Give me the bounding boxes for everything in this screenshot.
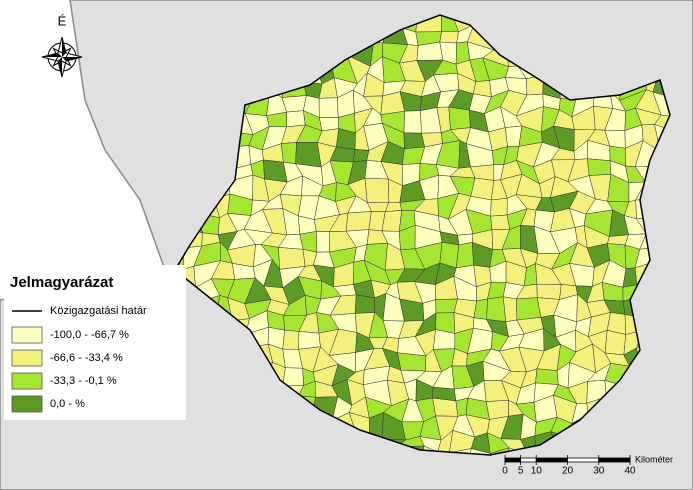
scale-unit: Kilométer <box>635 454 673 464</box>
scale-bar: 0 5 10 20 30 40 Kilométer <box>502 454 673 476</box>
legend-swatch <box>11 326 43 344</box>
municipality <box>490 214 511 230</box>
legend-swatch <box>11 372 43 390</box>
compass <box>41 36 83 78</box>
municipality <box>604 329 627 356</box>
scale-segment <box>598 457 631 463</box>
scale-segment <box>504 457 522 463</box>
scale-segment <box>535 457 568 463</box>
scale-label: 20 <box>562 466 574 477</box>
scale-label: 30 <box>593 466 605 477</box>
municipality <box>587 158 612 176</box>
scale-segment <box>520 457 537 463</box>
municipality <box>516 297 542 321</box>
municipality <box>416 41 444 61</box>
municipality <box>403 132 425 150</box>
municipality <box>381 210 402 232</box>
scale-label: 10 <box>531 466 543 477</box>
municipality <box>403 110 422 134</box>
scale-label: 0 <box>502 466 508 477</box>
legend-label: 0,0 - % <box>50 398 85 410</box>
municipality <box>286 110 306 128</box>
municipality <box>536 283 562 300</box>
legend-label: -100,0 - -66,7 % <box>50 329 129 341</box>
municipality <box>502 296 518 322</box>
municipality <box>278 247 306 270</box>
north-label: É <box>58 13 67 28</box>
boundary-label: Közigazgatási határ <box>50 305 147 317</box>
municipality <box>439 31 459 44</box>
municipality <box>281 95 307 113</box>
municipality <box>318 97 339 118</box>
municipality <box>432 397 459 417</box>
municipality <box>397 352 427 372</box>
scale-label: 5 <box>518 466 524 477</box>
municipality <box>490 198 508 217</box>
municipality <box>298 331 321 350</box>
municipality <box>364 177 390 203</box>
municipality <box>316 231 330 253</box>
municipality <box>455 242 474 269</box>
scale-segment <box>567 457 600 463</box>
legend-title: Jelmagyarázat <box>10 274 113 291</box>
municipality <box>455 397 468 417</box>
legend: Jelmagyarázat Közigazgatási határ -100,0… <box>4 265 186 420</box>
municipality <box>470 177 495 201</box>
legend-swatch <box>11 395 43 413</box>
legend-label: -66,6 - -33,4 % <box>50 352 123 364</box>
legend-swatch <box>11 349 43 367</box>
municipality <box>345 211 372 232</box>
municipality <box>282 367 304 387</box>
municipality <box>354 294 375 314</box>
municipality <box>282 329 300 350</box>
municipality <box>353 149 370 163</box>
municipality <box>281 142 297 165</box>
municipality <box>486 296 507 322</box>
municipality <box>295 142 322 168</box>
scale-label: 40 <box>624 466 636 477</box>
municipality <box>535 368 559 385</box>
legend-label: -33,3 - -0,1 % <box>50 375 117 387</box>
municipality <box>448 106 471 131</box>
